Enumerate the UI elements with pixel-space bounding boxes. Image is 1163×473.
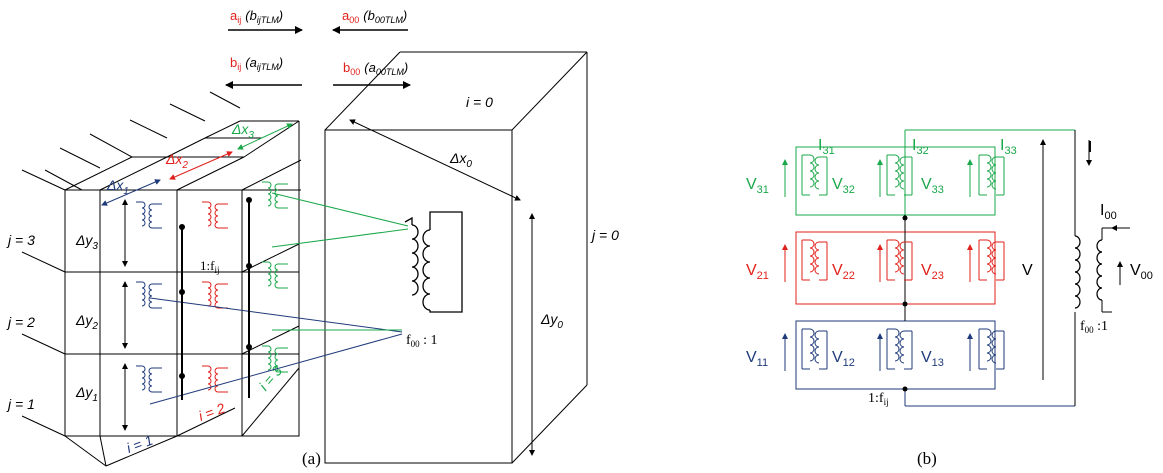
small-transformer-icon (214, 283, 219, 309)
transformer-icon (809, 154, 815, 188)
panel-a-zero-labels: i = 0 j = 0 Δx0 Δy0 (449, 94, 619, 331)
voltage-label: V21 (746, 262, 769, 282)
small-transformer-icon (207, 281, 212, 307)
transformer-icon (899, 156, 905, 190)
svg-text:Δy1: Δy1 (75, 384, 98, 404)
label-a00: a (342, 8, 350, 23)
current-label: I31 (818, 137, 835, 157)
transformer-icon (809, 328, 815, 362)
transformer-icon (986, 154, 992, 188)
transformer-icon (899, 241, 905, 275)
circuit-b (782, 129, 1130, 407)
transformer-icon (814, 330, 820, 364)
svg-text:V: V (1022, 262, 1033, 279)
panel-b-labels: I V I00 V00 V31 V32 V33 V21 V22 V23 V11 V12 V13 I… (746, 137, 1153, 369)
caption-b: (b) (917, 449, 937, 468)
voltage-label: V12 (832, 349, 855, 369)
bus-lines (181, 198, 250, 400)
bus-dots (179, 197, 252, 379)
small-transformer-icon (274, 347, 279, 373)
voltage-label: V23 (921, 262, 944, 282)
svg-text:V00: V00 (1130, 262, 1153, 282)
caption-a: (a) (302, 449, 321, 468)
svg-text:Δx3: Δx3 (231, 121, 254, 141)
i1-label: i = 1 (124, 432, 155, 456)
j3-label: j = 3 (6, 232, 35, 248)
svg-text:aij(bijTLM): aij (bijTLM) (230, 8, 283, 25)
transformer-icon (899, 330, 905, 364)
svg-text:1:fij: 1:fij (868, 391, 889, 407)
j2-label: j = 2 (6, 314, 35, 330)
i2-label: i = 2 (196, 400, 227, 424)
transformer-icon (894, 328, 900, 362)
svg-text:I00: I00 (1100, 202, 1117, 222)
svg-text:Δy3: Δy3 (75, 232, 98, 252)
svg-text:f00 :1: f00 :1 (1080, 319, 1108, 335)
voltage-label: V11 (746, 349, 768, 369)
transformer-icon (991, 330, 997, 364)
cell-zero-box (324, 51, 588, 464)
cell-transformers (136, 181, 288, 393)
svg-text:Δx0: Δx0 (449, 150, 472, 170)
small-transformer-icon (148, 203, 153, 229)
small-transformer-icon (267, 181, 272, 207)
j1-label: j = 1 (6, 396, 35, 412)
transformer-icon (894, 154, 900, 188)
small-transformer-icon (267, 345, 272, 371)
small-transformer-icon (148, 367, 153, 393)
transformer-icon (986, 328, 992, 362)
small-transformer-icon (148, 283, 153, 309)
transformer-icon (894, 239, 900, 273)
transformer-icon (991, 156, 997, 190)
small-transformer-icon (214, 203, 219, 229)
voltage-label: V13 (921, 349, 944, 369)
small-transformer-icon (267, 261, 272, 287)
svg-text:j = 0: j = 0 (590, 227, 619, 243)
transformer-icon (814, 156, 820, 190)
small-transformer-icon (141, 201, 146, 227)
label-b00: b (343, 60, 350, 75)
small-transformer-icon (207, 365, 212, 391)
transformer-icon (809, 239, 815, 273)
small-transformer-icon (274, 263, 279, 289)
svg-text:b00(a00TLM): b00 (a00TLM) (343, 60, 408, 77)
small-transformer-icon (274, 183, 279, 209)
svg-text:a00(b00TLM): a00 (b00TLM) (342, 8, 407, 25)
voltage-label: V33 (921, 176, 944, 196)
transformer-icon (986, 239, 992, 273)
svg-text:f00 : 1: f00 : 1 (406, 333, 438, 349)
label-bij: b (230, 55, 237, 70)
current-label: I33 (1000, 137, 1017, 157)
current-label: I32 (912, 137, 929, 157)
wave-arrows: aij (bijTLM) a00 (b00TLM) bij (aijTLM) b00(… (225, 8, 411, 89)
voltage-label: V22 (832, 262, 855, 282)
small-transformer-icon (214, 367, 219, 393)
small-transformer-icon (141, 365, 146, 391)
cell-grid (21, 91, 302, 467)
svg-text:Δx2: Δx2 (165, 151, 188, 171)
svg-text:bij(aijTLM): bij (aijTLM) (230, 55, 283, 72)
svg-text:Δx1: Δx1 (106, 177, 129, 197)
svg-text:1:fij: 1:fij (200, 258, 219, 275)
voltage-label: V32 (832, 176, 855, 196)
circuit-transformers (782, 154, 1005, 371)
svg-text:I: I (1088, 139, 1092, 156)
dx-arrows (101, 123, 293, 206)
label-aij: a (230, 8, 238, 23)
v00-transformer-icon (1074, 235, 1103, 309)
small-transformer-icon (207, 201, 212, 227)
transformer-icon (991, 241, 997, 275)
voltage-label: V31 (746, 176, 769, 196)
svg-text:i = 0: i = 0 (466, 94, 493, 110)
svg-text:Δy2: Δy2 (75, 312, 98, 332)
f00-transformer-icon (404, 211, 463, 313)
small-transformer-icon (141, 281, 146, 307)
coupling-lines (149, 192, 409, 405)
transformer-icon (814, 241, 820, 275)
svg-text:Δy0: Δy0 (540, 311, 563, 331)
